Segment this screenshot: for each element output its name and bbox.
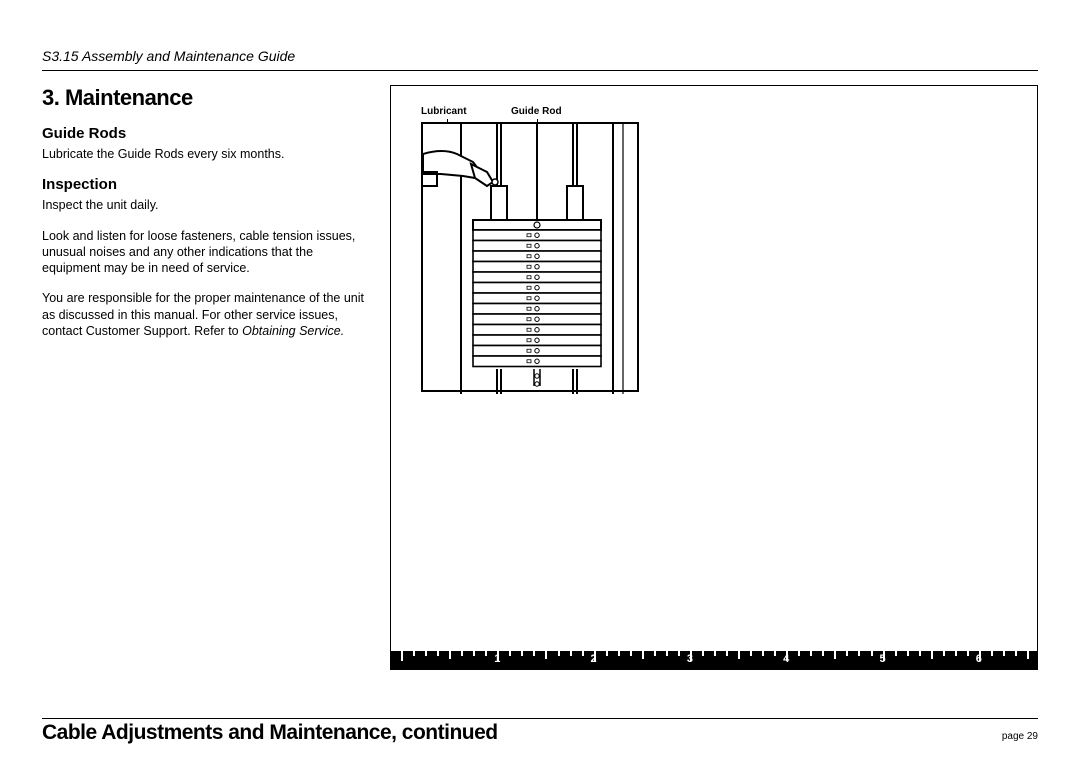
figure-label-guide-rod: Guide Rod <box>511 106 562 117</box>
subheading-guide-rods: Guide Rods <box>42 125 372 142</box>
body-inspection-3: You are responsible for the proper maint… <box>42 290 372 339</box>
footer-section-title: Cable Adjustments and Maintenance, conti… <box>42 721 498 745</box>
figure-illustration <box>421 122 639 392</box>
figure-panel: Lubricant Guide Rod <box>390 85 1038 670</box>
body-inspection-1: Inspect the unit daily. <box>42 197 372 213</box>
body-inspection-2: Look and listen for loose fasteners, cab… <box>42 228 372 277</box>
section-heading: 3. Maintenance <box>42 85 372 111</box>
page-footer: Cable Adjustments and Maintenance, conti… <box>42 721 1038 745</box>
footer-page-number: page 29 <box>1002 731 1038 742</box>
figure-label-lubricant: Lubricant <box>421 106 467 117</box>
text-column: 3. Maintenance Guide Rods Lubricate the … <box>42 85 372 670</box>
content-row: 3. Maintenance Guide Rods Lubricate the … <box>42 85 1038 670</box>
weight-stack-svg <box>423 124 641 394</box>
ruler-scale: 123456 <box>391 651 1037 669</box>
subheading-inspection: Inspection <box>42 176 372 193</box>
body-guide-rods: Lubricate the Guide Rods every six month… <box>42 146 372 162</box>
footer-rule <box>42 718 1038 719</box>
body-inspection-3b-italic: Obtaining Service. <box>242 324 344 338</box>
header-rule <box>42 70 1038 71</box>
doc-header-title: S3.15 Assembly and Maintenance Guide <box>42 48 1038 64</box>
